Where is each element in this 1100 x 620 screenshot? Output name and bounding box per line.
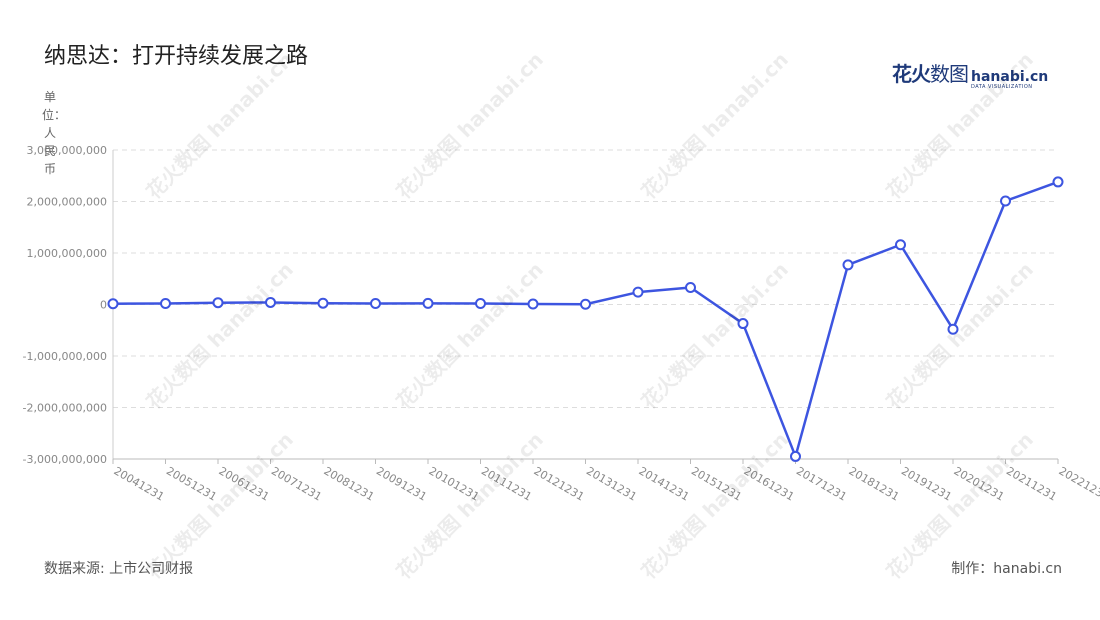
- data-point: [265, 296, 276, 308]
- x-tick-label: 20211231: [1004, 464, 1059, 503]
- data-point: [632, 286, 644, 298]
- x-tick-label: 20051231: [164, 464, 219, 503]
- data-point: [947, 323, 959, 335]
- credit: 制作：hanabi.cn: [951, 561, 1062, 577]
- data-point: [895, 239, 906, 251]
- data-point: [842, 259, 854, 271]
- chart-title: 纳思达：打开持续发展之路: [44, 44, 309, 69]
- y-tick-label: 1,000,000,000: [27, 247, 107, 260]
- x-tick-label: 20161231: [742, 464, 797, 503]
- x-tick-label: 20151231: [689, 464, 744, 503]
- x-tick-label: 20191231: [899, 464, 954, 503]
- y-tick-label: -2,000,000,000: [23, 402, 107, 415]
- y-tick-label: -1,000,000,000: [23, 350, 107, 363]
- data-point: [212, 297, 224, 309]
- x-tick-label: 20071231: [269, 464, 324, 503]
- data-point: [737, 318, 749, 330]
- data-point: [1052, 176, 1064, 188]
- y-tick-label: -3,000,000,000: [23, 453, 107, 466]
- x-tick-label: 20081231: [322, 464, 377, 503]
- y-tick-label: 2,000,000,000: [27, 196, 107, 209]
- data-point: [317, 297, 329, 309]
- data-point: [1000, 195, 1011, 207]
- logo-tagline: DATA VISUALIZATION: [971, 84, 1033, 90]
- x-tick-label: 20101231: [427, 464, 482, 503]
- x-tick-label: 20131231: [584, 464, 639, 503]
- data-point: [107, 298, 119, 310]
- data-point: [475, 297, 486, 309]
- data-point: [370, 297, 381, 309]
- x-tick-label: 20041231: [112, 464, 167, 503]
- x-tick-label: 20221231: [1057, 464, 1100, 503]
- y-tick-label: 3,000,000,000: [27, 144, 107, 157]
- series-line: [112, 180, 1059, 458]
- logo-cn-main: 花火: [892, 62, 931, 86]
- x-tick-label: 20171231: [794, 464, 849, 503]
- data-point: [160, 297, 171, 309]
- data-point: [527, 298, 539, 310]
- logo-cn-thin: 数图: [930, 62, 969, 86]
- brand-logo: 花火数图 hanabi.cn DATA VISUALIZATION: [892, 58, 1048, 90]
- logo-en: hanabi.cn: [971, 69, 1049, 85]
- data-point: [580, 298, 591, 310]
- data-point: [685, 282, 696, 294]
- data-source: 数据来源: 上市公司财报: [44, 561, 194, 577]
- x-tick-label: 20091231: [374, 464, 429, 503]
- x-tick-label: 20201231: [952, 464, 1007, 503]
- x-tick-label: 20121231: [532, 464, 587, 503]
- data-point: [790, 450, 801, 462]
- x-tick-label: 20141231: [637, 464, 692, 503]
- data-point: [422, 297, 434, 309]
- x-tick-label: 20111231: [479, 464, 534, 503]
- y-tick-label: 0: [100, 299, 107, 312]
- x-tick-label: 20181231: [847, 464, 902, 503]
- x-tick-label: 20061231: [217, 464, 272, 503]
